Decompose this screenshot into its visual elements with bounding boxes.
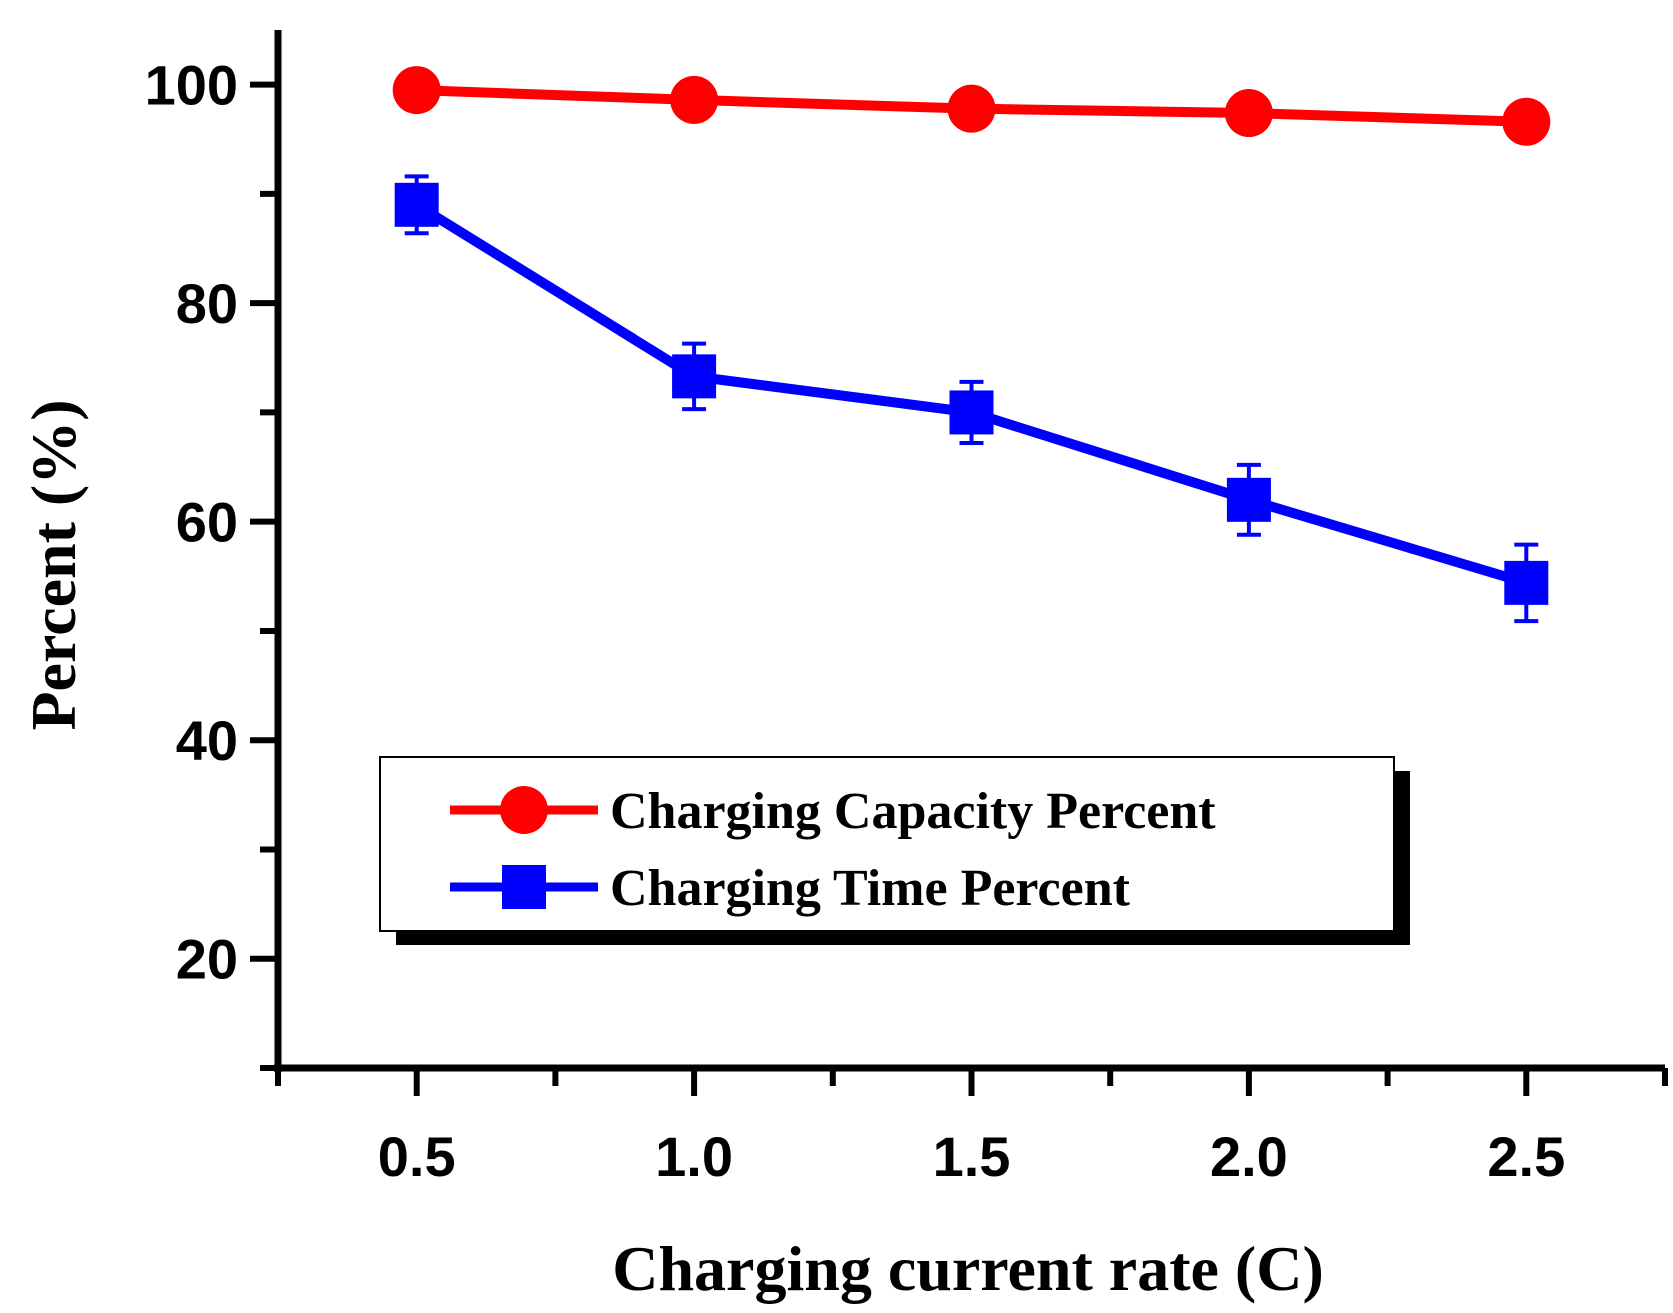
x-tick-label: 1.0 (655, 1125, 733, 1188)
data-point (949, 390, 994, 435)
series-capacity (392, 66, 1551, 146)
legend-label-time: Charging Time Percent (610, 860, 1131, 917)
x-tick-label: 0.5 (378, 1125, 456, 1188)
legend: Charging Capacity Percent Charging Time … (379, 756, 1410, 945)
y-tick-label: 20 (176, 928, 238, 991)
axes: 20 40 60 80 100 0.5 1.0 1.5 2.0 2.5 (145, 30, 1668, 1188)
x-tick-label: 2.5 (1487, 1125, 1565, 1188)
data-point (670, 75, 719, 124)
data-point (392, 66, 441, 115)
data-point (394, 182, 439, 227)
data-point (1226, 477, 1271, 522)
x-axis-title: Charging current rate (C) (612, 1233, 1324, 1304)
legend-marker-time (502, 865, 546, 909)
series-layer (392, 66, 1551, 624)
x-tick-label: 2.0 (1210, 1125, 1288, 1188)
x-tick-label: 1.5 (933, 1125, 1011, 1188)
legend-marker-capacity (500, 786, 548, 834)
data-point (1224, 89, 1273, 138)
data-point (1502, 97, 1551, 146)
legend-box (379, 756, 1395, 932)
data-point (672, 354, 717, 399)
data-point (947, 84, 996, 133)
y-tick-label: 40 (176, 709, 238, 772)
legend-label-capacity: Charging Capacity Percent (610, 783, 1216, 840)
y-tick-label: 100 (145, 54, 238, 117)
y-axis-title: Percent (%) (18, 399, 89, 730)
y-tick-label: 80 (176, 272, 238, 335)
series-time (394, 174, 1549, 624)
data-point (1504, 560, 1549, 605)
y-tick-label: 60 (176, 491, 238, 554)
